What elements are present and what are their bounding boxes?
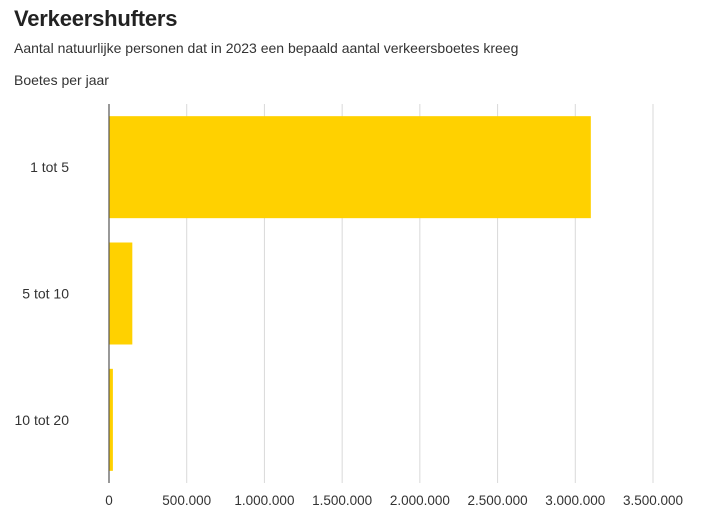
category-label-3: 10 tot 20 — [15, 412, 70, 428]
x-tick-label-6: 3.000.000 — [545, 493, 605, 508]
x-tick-label-7: 3.500.000 — [623, 493, 683, 508]
x-tick-label-2: 1.000.000 — [234, 493, 294, 508]
x-tick-label-1: 500.000 — [162, 493, 211, 508]
category-label-1: 1 tot 5 — [30, 159, 69, 175]
category-label-2: 5 tot 10 — [22, 286, 69, 302]
x-tick-label-0: 0 — [105, 493, 113, 508]
bar-1 — [109, 116, 591, 219]
bar-2 — [109, 242, 133, 345]
x-tick-label-4: 2.000.000 — [390, 493, 450, 508]
x-tick-label-5: 2.500.000 — [468, 493, 528, 508]
y-axis-label: Boetes per jaar — [14, 72, 109, 88]
x-tick-label-3: 1.500.000 — [312, 493, 372, 508]
chart-subtitle: Aantal natuurlijke personen dat in 2023 … — [14, 40, 519, 56]
chart-title: Verkeershufters — [14, 6, 178, 31]
bar-3 — [109, 368, 113, 471]
